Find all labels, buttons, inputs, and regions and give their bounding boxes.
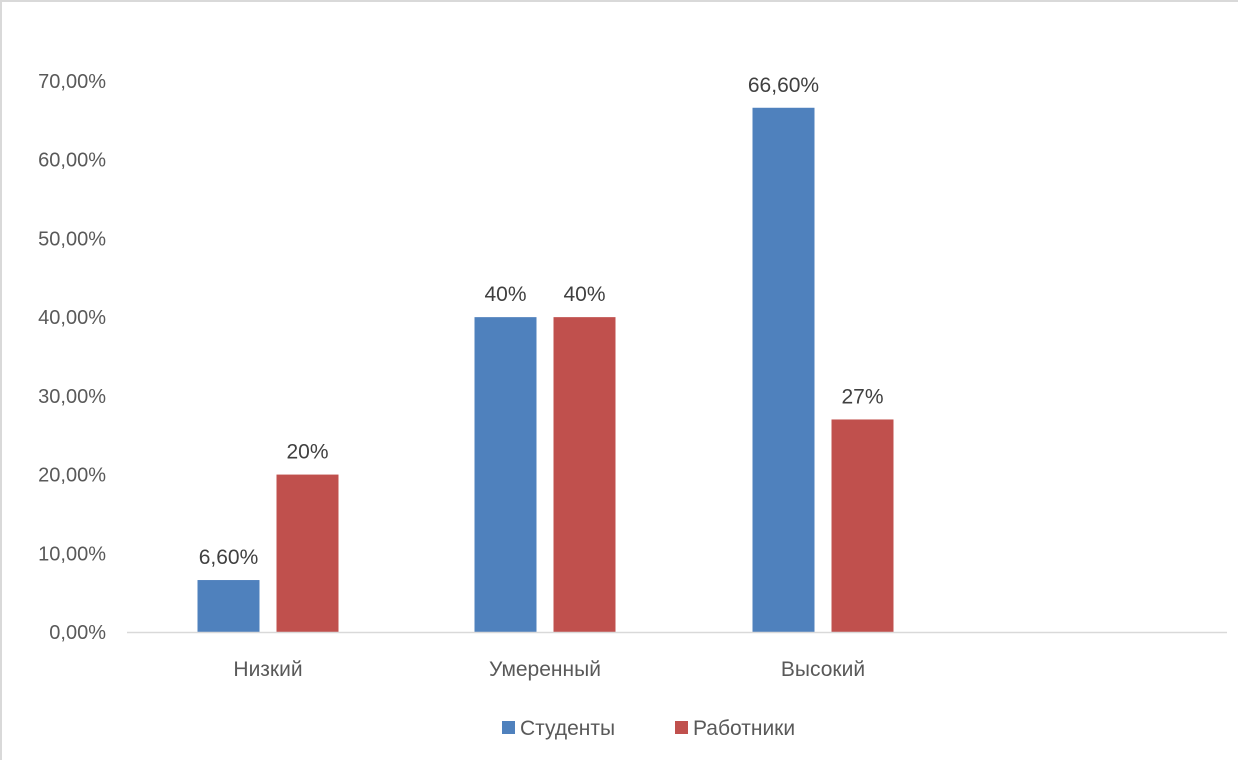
bar-0-2 — [752, 107, 815, 632]
legend-swatch-1 — [675, 721, 688, 734]
data-label-0-0: 6,60% — [199, 546, 259, 569]
bars — [197, 107, 894, 632]
bar-1-2 — [831, 419, 894, 632]
data-label-0-1: 40% — [484, 283, 526, 306]
y-tick-label: 70,00% — [38, 71, 106, 93]
data-label-1-1: 40% — [563, 283, 605, 306]
y-tick-label: 0,00% — [49, 622, 106, 644]
y-tick-label: 20,00% — [38, 465, 106, 487]
y-tick-label: 60,00% — [38, 150, 106, 172]
y-axis-ticks: 0,00% 10,00% 20,00% 30,00% 40,00% 50,00% 60,00… — [38, 71, 106, 644]
y-tick-label: 10,00% — [38, 543, 106, 565]
legend-swatch-0 — [502, 721, 515, 734]
category-labels: Низкий Умеренный Высокий — [233, 658, 865, 681]
data-label-1-0: 20% — [286, 441, 328, 464]
y-tick-label: 30,00% — [38, 386, 106, 408]
category-label-1: Умеренный — [489, 658, 601, 681]
bar-1-1 — [553, 317, 616, 632]
bar-0-0 — [197, 580, 260, 632]
legend-label-1: Работники — [693, 717, 795, 740]
data-labels: 6,60% 40% 66,60% 20% 40% 27% — [199, 74, 884, 569]
y-tick-label: 50,00% — [38, 228, 106, 250]
data-label-0-2: 66,60% — [748, 74, 819, 97]
bar-1-0 — [276, 474, 339, 632]
data-label-1-2: 27% — [841, 385, 883, 408]
bar-0-1 — [474, 317, 537, 632]
legend: Студенты Работники — [502, 717, 795, 740]
category-label-2: Высокий — [781, 658, 865, 681]
y-tick-label: 40,00% — [38, 307, 106, 329]
category-label-0: Низкий — [233, 658, 302, 681]
legend-label-0: Студенты — [520, 717, 615, 740]
